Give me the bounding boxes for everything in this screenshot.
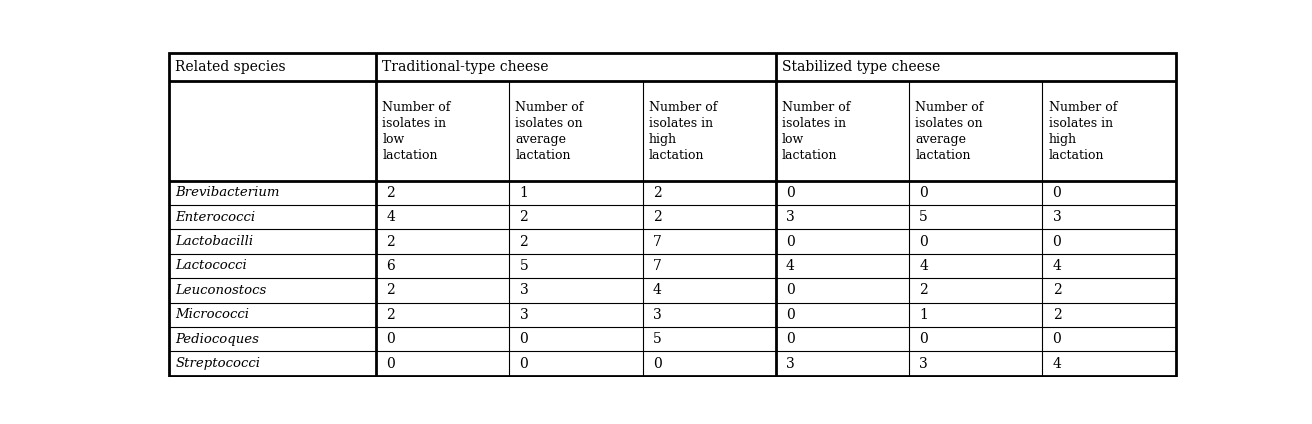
Text: 3: 3 <box>920 357 928 371</box>
Text: 2: 2 <box>520 210 529 224</box>
Text: 0: 0 <box>386 357 395 371</box>
Text: 0: 0 <box>520 332 529 346</box>
Text: 5: 5 <box>653 332 661 346</box>
Text: 4: 4 <box>1052 259 1061 273</box>
Text: Number of
isolates on
average
lactation: Number of isolates on average lactation <box>916 100 984 162</box>
Text: 2: 2 <box>386 234 395 248</box>
Text: Lactococci: Lactococci <box>176 259 247 273</box>
Text: Number of
isolates in
low
lactation: Number of isolates in low lactation <box>382 100 450 162</box>
Text: 4: 4 <box>386 210 395 224</box>
Text: 4: 4 <box>786 259 795 273</box>
Text: 0: 0 <box>920 186 928 200</box>
Text: 3: 3 <box>1052 210 1061 224</box>
Text: 0: 0 <box>786 308 795 322</box>
Text: 3: 3 <box>520 308 529 322</box>
Text: Leuconostocs: Leuconostocs <box>176 284 266 297</box>
Text: 0: 0 <box>786 332 795 346</box>
Text: 0: 0 <box>1052 186 1061 200</box>
Text: 1: 1 <box>520 186 529 200</box>
Text: 5: 5 <box>920 210 928 224</box>
Text: Micrococci: Micrococci <box>176 308 249 321</box>
Text: 0: 0 <box>1052 332 1061 346</box>
Text: 0: 0 <box>920 234 928 248</box>
Text: Brevibacterium: Brevibacterium <box>176 186 279 199</box>
Text: 0: 0 <box>1052 234 1061 248</box>
Text: Number of
isolates in
low
lactation: Number of isolates in low lactation <box>782 100 850 162</box>
Text: 2: 2 <box>1052 283 1061 297</box>
Text: 4: 4 <box>920 259 928 273</box>
Text: 0: 0 <box>786 234 795 248</box>
Text: 3: 3 <box>653 308 661 322</box>
Text: Number of
isolates in
high
lactation: Number of isolates in high lactation <box>1048 100 1117 162</box>
Text: 2: 2 <box>520 234 529 248</box>
Text: 3: 3 <box>786 210 795 224</box>
Text: 2: 2 <box>653 210 661 224</box>
Text: 5: 5 <box>520 259 529 273</box>
Text: 0: 0 <box>920 332 928 346</box>
Text: Number of
isolates on
average
lactation: Number of isolates on average lactation <box>516 100 584 162</box>
Text: 0: 0 <box>386 332 395 346</box>
Text: 0: 0 <box>786 283 795 297</box>
Text: 0: 0 <box>786 186 795 200</box>
Text: Number of
isolates in
high
lactation: Number of isolates in high lactation <box>648 100 718 162</box>
Text: 2: 2 <box>920 283 928 297</box>
Text: 2: 2 <box>1052 308 1061 322</box>
Text: 2: 2 <box>653 186 661 200</box>
Text: 7: 7 <box>653 259 661 273</box>
Text: Pediocoques: Pediocoques <box>176 333 258 346</box>
Text: 3: 3 <box>786 357 795 371</box>
Text: 0: 0 <box>520 357 529 371</box>
Text: 6: 6 <box>386 259 395 273</box>
Text: 3: 3 <box>520 283 529 297</box>
Text: Stabilized type cheese: Stabilized type cheese <box>782 60 941 74</box>
Text: Traditional-type cheese: Traditional-type cheese <box>382 60 548 74</box>
Text: 4: 4 <box>653 283 661 297</box>
Text: 2: 2 <box>386 283 395 297</box>
Text: Lactobacilli: Lactobacilli <box>176 235 253 248</box>
Text: 0: 0 <box>653 357 661 371</box>
Text: 4: 4 <box>1052 357 1061 371</box>
Text: 1: 1 <box>920 308 928 322</box>
Text: Enterococci: Enterococci <box>176 211 256 224</box>
Text: 2: 2 <box>386 308 395 322</box>
Text: 7: 7 <box>653 234 661 248</box>
Text: Related species: Related species <box>176 60 286 74</box>
Text: 2: 2 <box>386 186 395 200</box>
Text: Streptococci: Streptococci <box>176 357 260 370</box>
